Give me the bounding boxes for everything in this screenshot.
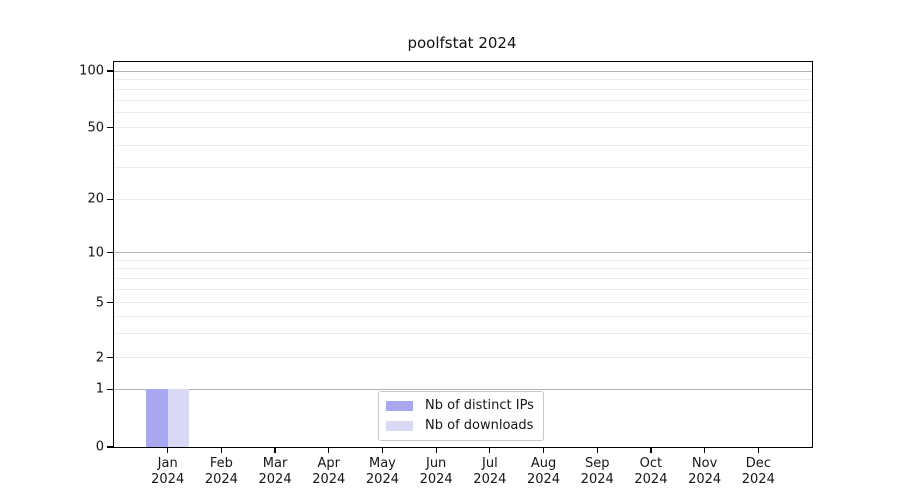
x-tick-year: 2024 [634, 471, 668, 487]
x-axis-tick [435, 448, 437, 453]
y-tick-label: 5 [95, 295, 104, 311]
legend-item: Nb of downloads [386, 418, 534, 433]
x-tick-year: 2024 [741, 471, 775, 487]
x-tick-label: Oct 2024 [634, 456, 667, 487]
gridline-minor [114, 315, 812, 317]
gridline-minor [114, 144, 812, 146]
gridline-minor [114, 112, 812, 114]
x-axis-tick [704, 448, 706, 453]
x-tick-month: Oct [639, 456, 663, 471]
x-axis-tick [596, 448, 598, 453]
legend-item: Nb of distinct IPs [386, 398, 534, 413]
x-tick-month: Jul [482, 456, 498, 471]
x-axis-tick [757, 448, 759, 453]
x-tick-month: Jun [425, 456, 447, 471]
x-axis-tick [220, 448, 222, 453]
x-axis-tick [328, 448, 330, 453]
y-axis-tick [107, 252, 113, 254]
plot-area: 100 50 20 10 5 2 1 0 Jan 2024 Feb 2024 Mar 2024 Apr 202… [79, 61, 813, 487]
y-axis-tick [107, 302, 113, 304]
x-tick-year: 2024 [580, 471, 614, 487]
x-tick-label: Aug 2024 [527, 456, 560, 487]
x-axis-tick [274, 448, 276, 453]
y-tick-label: 1 [95, 381, 104, 397]
y-axis-tick [107, 388, 113, 390]
y-axis-tick [107, 357, 113, 359]
x-axis-tick [650, 448, 652, 453]
x-tick-label: Dec 2024 [742, 456, 775, 487]
legend-swatch [386, 400, 413, 411]
gridline-major [114, 388, 812, 390]
legend-swatch [386, 420, 413, 431]
x-tick-year: 2024 [419, 471, 453, 487]
gridline-minor [114, 268, 812, 270]
gridline-minor [114, 99, 812, 101]
legend: Nb of distinct IPs Nb of downloads [378, 391, 544, 441]
x-tick-year: 2024 [204, 471, 238, 487]
gridline-major [114, 70, 812, 72]
chart-title: poolfstat 2024 [407, 34, 517, 52]
x-tick-month: Aug [530, 456, 557, 471]
bar-nb-of-distinct-ips [146, 389, 168, 447]
bar-nb-of-downloads [167, 389, 190, 447]
x-axis-tick [542, 448, 545, 453]
x-tick-month: Mar [262, 456, 288, 471]
legend-label: Nb of downloads [425, 418, 534, 433]
y-tick-label: 2 [95, 350, 104, 366]
gridline-minor [114, 277, 812, 279]
gridline-minor [114, 198, 812, 200]
x-axis-tick [167, 448, 169, 453]
gridline-minor [114, 332, 812, 334]
x-axis-tick [381, 448, 384, 453]
gridline-major [114, 252, 812, 254]
y-axis-tick [107, 446, 113, 448]
gridline-minor [114, 79, 812, 81]
x-tick-label: Feb 2024 [205, 456, 238, 487]
x-tick-month: May [369, 456, 396, 471]
x-tick-month: Sep [584, 456, 610, 471]
x-tick-label: Nov 2024 [688, 456, 721, 487]
y-tick-label: 100 [79, 63, 104, 79]
x-tick-label: May 2024 [366, 456, 399, 487]
x-tick-label: Jun 2024 [420, 456, 453, 487]
gridline-minor [114, 127, 812, 129]
x-tick-month: Jan [157, 456, 178, 471]
x-tick-year: 2024 [688, 471, 722, 487]
y-axis-tick [107, 70, 113, 72]
x-tick-year: 2024 [473, 471, 507, 487]
gridline-minor [114, 302, 812, 304]
x-tick-year: 2024 [526, 471, 561, 487]
x-tick-year: 2024 [151, 471, 185, 487]
x-tick-year: 2024 [365, 471, 399, 487]
legend-label: Nb of distinct IPs [425, 398, 534, 413]
x-tick-year: 2024 [312, 471, 346, 487]
x-axis-tick [489, 448, 491, 453]
y-axis-tick [107, 198, 113, 200]
x-tick-label: Sep 2024 [581, 456, 614, 487]
x-tick-label: Mar 2024 [259, 456, 292, 487]
x-tick-month: Nov [691, 456, 718, 471]
gridline-minor [114, 357, 812, 359]
gridline-minor [114, 88, 812, 90]
x-tick-month: Dec [745, 456, 771, 471]
gridline-minor [114, 259, 812, 261]
y-axis-tick [107, 127, 113, 129]
y-tick-label: 10 [87, 245, 104, 261]
x-tick-label: Apr 2024 [312, 456, 345, 487]
gridline-minor [114, 289, 812, 291]
x-tick-year: 2024 [258, 471, 292, 487]
y-tick-label: 20 [87, 191, 104, 207]
x-tick-label: Jan 2024 [151, 456, 184, 487]
y-tick-label: 50 [87, 120, 104, 136]
x-tick-month: Feb [209, 456, 233, 471]
gridline-minor [114, 167, 812, 169]
x-tick-label: Jul 2024 [473, 456, 506, 487]
x-tick-month: Apr [317, 456, 341, 471]
y-tick-label: 0 [95, 439, 104, 455]
